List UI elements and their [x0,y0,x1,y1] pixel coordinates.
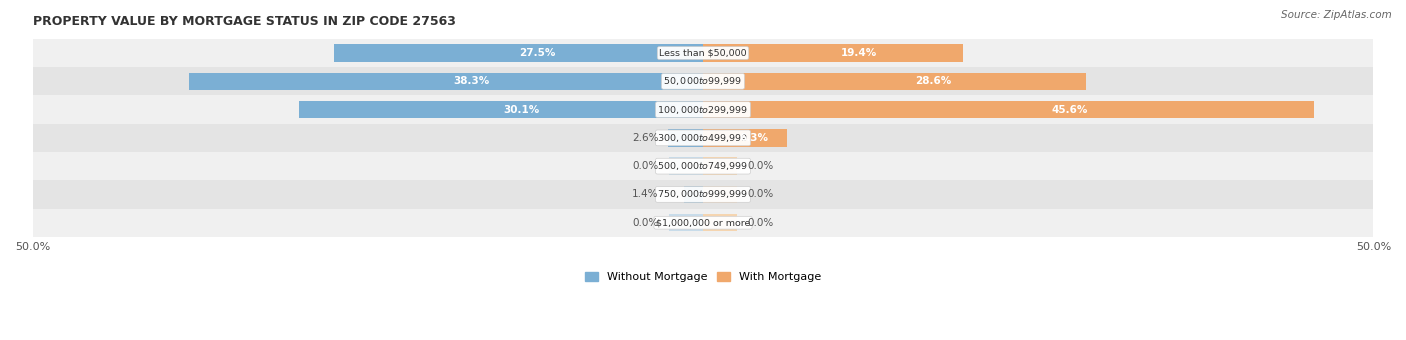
Bar [190,72,703,90]
Text: 45.6%: 45.6% [1052,105,1088,115]
Bar [32,152,1374,180]
Bar [685,186,703,203]
Bar [32,67,1374,96]
Text: 0.0%: 0.0% [633,218,659,228]
Bar [703,44,963,62]
Bar [703,157,737,175]
Text: 0.0%: 0.0% [747,161,773,171]
Bar [668,129,703,147]
Text: $50,000 to $99,999: $50,000 to $99,999 [664,75,742,87]
Bar [32,96,1374,124]
Bar [32,39,1374,67]
Bar [703,72,1087,90]
Text: 38.3%: 38.3% [454,76,491,86]
Bar [299,101,703,118]
Text: 28.6%: 28.6% [915,76,952,86]
Text: $300,000 to $499,999: $300,000 to $499,999 [658,132,748,144]
Bar [32,208,1374,237]
Text: 0.0%: 0.0% [633,161,659,171]
Text: Less than $50,000: Less than $50,000 [659,49,747,57]
Bar [32,124,1374,152]
Text: 1.4%: 1.4% [633,189,659,200]
Bar [703,101,1315,118]
Bar [703,129,787,147]
Bar [703,186,737,203]
Text: $750,000 to $999,999: $750,000 to $999,999 [658,188,748,201]
Text: 0.0%: 0.0% [747,218,773,228]
Text: 6.3%: 6.3% [740,133,768,143]
Text: 30.1%: 30.1% [503,105,540,115]
Text: $100,000 to $299,999: $100,000 to $299,999 [658,104,748,116]
Legend: Without Mortgage, With Mortgage: Without Mortgage, With Mortgage [581,267,825,287]
Bar [669,214,703,232]
Bar [669,157,703,175]
Bar [703,214,737,232]
Text: $1,000,000 or more: $1,000,000 or more [655,218,751,227]
Text: 0.0%: 0.0% [747,189,773,200]
Text: 19.4%: 19.4% [841,48,877,58]
Text: PROPERTY VALUE BY MORTGAGE STATUS IN ZIP CODE 27563: PROPERTY VALUE BY MORTGAGE STATUS IN ZIP… [32,15,456,28]
Text: 27.5%: 27.5% [519,48,555,58]
Text: 2.6%: 2.6% [633,133,659,143]
Text: Source: ZipAtlas.com: Source: ZipAtlas.com [1281,10,1392,20]
Bar [335,44,703,62]
Text: $500,000 to $749,999: $500,000 to $749,999 [658,160,748,172]
Bar [32,180,1374,208]
